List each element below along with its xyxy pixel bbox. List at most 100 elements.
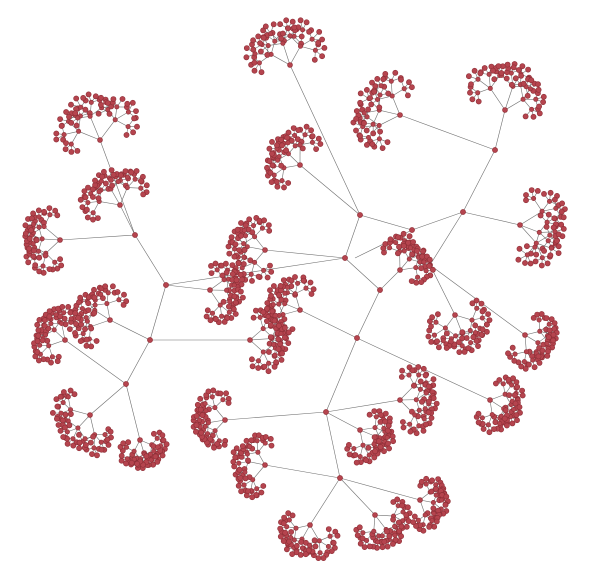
tree-node [544,219,550,225]
tree-node [406,233,413,240]
tree-node [62,411,69,418]
edge [70,409,91,416]
edge [43,226,61,241]
tree-node [416,423,422,429]
tree-node [254,486,260,492]
tree-node [546,327,553,334]
tree-node [262,462,268,468]
tree-node [384,434,390,440]
tree-node [118,457,125,464]
tree-node [53,130,60,137]
tree-node [371,441,377,447]
tree-node [352,452,359,458]
tree-node [533,240,539,246]
tree-node [26,235,33,242]
tree-node [522,260,528,266]
tree-node [420,427,427,434]
edge [359,214,413,231]
tree-node [539,255,545,261]
tree-node [236,247,243,253]
tree-node [198,429,205,436]
tree-node [486,317,493,323]
edge [309,477,341,526]
tree-node [138,185,144,191]
tree-node [193,422,200,429]
tree-node [480,426,487,432]
tree-node [505,350,511,357]
tree-node [120,440,127,447]
tree-node [31,247,37,254]
tree-node [465,73,472,80]
tree-node [217,302,223,308]
tree-node [271,342,277,348]
tree-node [238,281,245,288]
tree-node [428,323,434,330]
tree-node [229,262,236,268]
tree-node [286,538,292,545]
tree-node [311,56,318,63]
tree-node [197,406,204,413]
tree-node [317,550,323,556]
tree-node [508,70,514,76]
tree-node [275,336,282,343]
tree-node [432,485,439,492]
tree-node [377,287,383,293]
tree-node [442,501,449,508]
edge [300,45,316,51]
tree-node [398,533,404,540]
tree-node [108,167,115,173]
tree-node [396,528,403,535]
tree-node [307,522,313,528]
tree-node [376,123,382,129]
tree-node [365,135,371,141]
tree-node [363,127,370,134]
tree-node [285,329,292,336]
tree-node [543,223,550,230]
edge [99,139,136,236]
tree-node [90,210,96,216]
tree-node [425,333,432,340]
tree-node [68,101,74,108]
tree-node [471,67,478,74]
tree-node [91,286,97,293]
edge [339,477,421,501]
tree-node [492,147,498,153]
tree-node [273,178,280,185]
tree-node [270,21,277,28]
tree-node [551,320,558,326]
edge [209,289,221,306]
tree-node [292,291,298,297]
tree-node [211,444,217,451]
tree-node [107,428,114,435]
tree-node [268,179,275,185]
tree-node [54,265,61,272]
tree-node [283,147,289,154]
tree-node [291,537,297,543]
tree-node [459,343,465,349]
tree-node [545,211,552,218]
tree-node [266,158,273,165]
tree-node [553,205,559,211]
tree-node [57,393,64,400]
tree-node [443,330,450,337]
tree-node [30,253,37,260]
tree-node [373,414,379,420]
tree-node [34,338,41,344]
tree-node [366,452,372,458]
tree-node [504,61,511,68]
tree-node [98,446,105,453]
tree-node [279,350,285,357]
tree-node [105,100,111,106]
tree-node [34,349,41,355]
tree-node [369,141,376,148]
tree-node [500,381,506,387]
tree-node [475,98,482,105]
tree-node [487,397,493,403]
tree-node [205,388,212,395]
tree-node [278,162,285,169]
tree-node [410,382,417,389]
tree-node [255,273,262,280]
tree-node [76,439,83,446]
edge [519,224,540,233]
tree-node [384,427,391,434]
